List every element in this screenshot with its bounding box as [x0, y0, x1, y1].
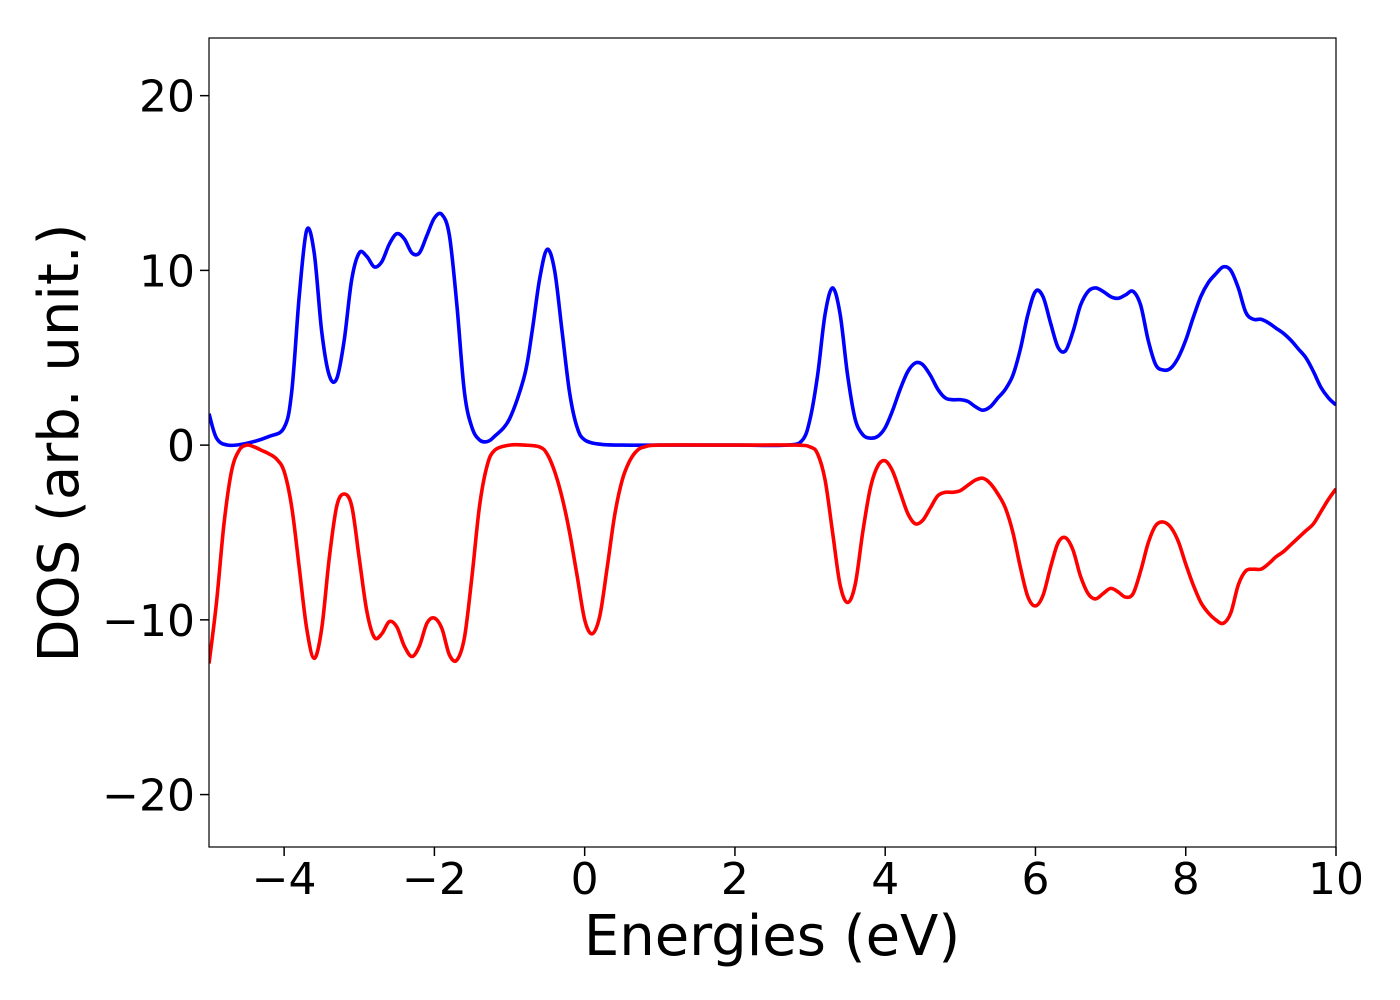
- series-layer: [209, 211, 1336, 664]
- dos-series-line-1: [209, 211, 1336, 448]
- x-tick-label: −4: [252, 854, 317, 905]
- y-tick-label: −10: [102, 596, 195, 647]
- x-tick-label: 8: [1172, 854, 1200, 905]
- plot-frame: [208, 37, 1337, 848]
- x-axis-label: Energies (eV): [584, 904, 960, 969]
- y-axis-label: DOS (arb. unit.): [27, 223, 92, 662]
- dos-series-line-2: [209, 442, 1336, 664]
- y-tick-label: 20: [139, 72, 195, 123]
- x-tick-label: 4: [871, 854, 899, 905]
- y-tick-label: 0: [167, 421, 195, 472]
- y-tick-label: 10: [139, 246, 195, 297]
- x-tick-label: 6: [1021, 854, 1049, 905]
- y-axis: −20 −10 0 10 20: [102, 72, 209, 822]
- x-tick-label: 2: [721, 854, 749, 905]
- x-tick-label: 0: [571, 854, 599, 905]
- y-tick-label: −20: [102, 771, 195, 822]
- x-tick-label: −2: [402, 854, 467, 905]
- x-tick-label: 10: [1308, 854, 1364, 905]
- plot-area: [209, 38, 1336, 847]
- x-axis: −4 −2 0 2 4 6 8 10: [252, 847, 1364, 905]
